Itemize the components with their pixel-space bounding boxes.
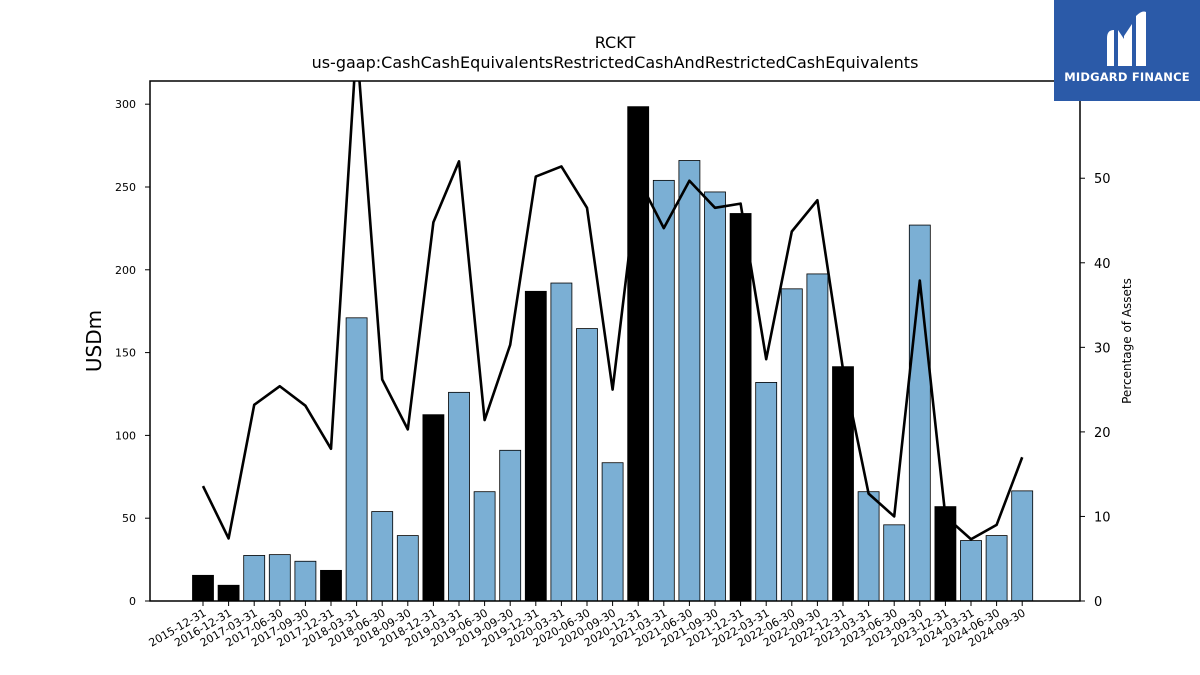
chart-subtitle: us-gaap:CashCashEquivalentsRestrictedCas… [312,53,919,72]
bar-2017-09-30 [294,560,317,602]
brand-logo: MIDGARD FINANCE [1054,0,1200,101]
bar-2021-12-31 [729,213,752,602]
y2-tick-label: 0 [1094,595,1102,610]
plot-frame [149,80,1081,602]
chart-title: RCKT [595,33,636,52]
bar-2020-09-30 [601,462,624,602]
logo-mark-icon [1107,11,1146,66]
bar-2019-09-30 [499,449,522,602]
bar-2019-06-30 [473,491,496,602]
logo-text: MIDGARD FINANCE [1064,70,1190,84]
bar-2022-06-30 [780,288,803,602]
bar-2019-12-31 [524,290,547,602]
y2-tick-label: 10 [1094,510,1111,525]
line-percentage-of-assets [201,81,1024,541]
y-axis-label: USDm [82,310,106,372]
y-tick-label: 300 [115,98,136,111]
bar-2018-03-31 [345,317,368,602]
bar-2024-06-30 [985,535,1008,602]
bar-2018-12-31 [422,414,445,602]
bar-2017-12-31 [320,569,342,602]
bar-2020-03-31 [550,282,573,602]
y2-tick-label: 50 [1094,172,1111,187]
y2-tick-label: 30 [1094,341,1111,356]
bar-2024-03-31 [960,540,982,602]
y-tick-label: 50 [122,512,136,525]
bar-2023-12-31 [934,506,957,602]
y-tick-label: 150 [115,347,136,360]
y-tick-label: 100 [115,429,136,442]
bar-2017-03-31 [243,555,266,602]
y-tick-label: 200 [115,264,136,277]
y2-tick-label: 40 [1094,257,1111,272]
bar-2016-12-31 [217,584,240,602]
bar-2018-09-30 [396,535,419,602]
bar-2023-06-30 [883,524,906,602]
bar-2020-06-30 [576,328,598,602]
bar-2018-06-30 [371,511,394,602]
y-tick-label: 0 [129,595,136,608]
bars [192,106,1034,602]
bar-2022-09-30 [806,273,829,602]
bar-2023-03-31 [857,491,880,602]
bar-2015-12-31 [192,574,214,602]
bar-2019-03-31 [448,391,470,602]
bar-2021-09-30 [704,191,726,602]
bar-2024-09-30 [1011,490,1034,602]
y2-axis-label: Percentage of Assets [1120,278,1134,404]
bar-2017-06-30 [268,554,291,602]
bar-2021-03-31 [652,179,675,602]
y-tick-label: 250 [115,181,136,194]
bar-2022-03-31 [755,382,778,602]
line-layer [201,81,1024,541]
y2-tick-label: 20 [1094,426,1111,441]
bar-2021-06-30 [678,160,701,602]
